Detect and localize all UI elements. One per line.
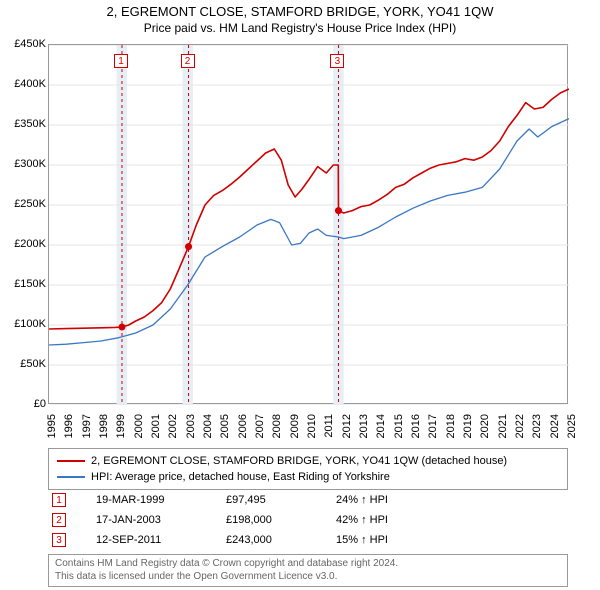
x-tick-label: 2022 [514, 414, 526, 450]
x-tick-label: 2000 [133, 414, 145, 450]
chart-title: 2, EGREMONT CLOSE, STAMFORD BRIDGE, YORK… [0, 4, 600, 19]
x-tick-label: 2018 [445, 414, 457, 450]
event-marker-box: 3 [330, 54, 344, 68]
y-tick-label: £150K [2, 278, 46, 290]
events-table: 1 19-MAR-1999£97,49524% ↑ HPI 2 17-JAN-2003… [48, 490, 568, 550]
footer: Contains HM Land Registry data © Crown c… [48, 554, 568, 587]
event-date: 12-SEP-2011 [96, 534, 226, 546]
event-row: 1 19-MAR-1999£97,49524% ↑ HPI [48, 490, 568, 510]
x-tick-label: 2007 [254, 414, 266, 450]
y-tick-label: £450K [2, 38, 46, 50]
y-tick-label: £200K [2, 238, 46, 250]
legend-item: 2, EGREMONT CLOSE, STAMFORD BRIDGE, YORK… [57, 453, 559, 469]
x-tick-label: 2019 [462, 414, 474, 450]
y-tick-label: £250K [2, 198, 46, 210]
event-pct: 24% ↑ HPI [336, 494, 456, 506]
x-tick-label: 1995 [46, 414, 58, 450]
y-tick-label: £100K [2, 318, 46, 330]
x-tick-label: 2025 [566, 414, 578, 450]
footer-line: This data is licensed under the Open Gov… [55, 571, 561, 584]
event-marker-box: 1 [52, 493, 66, 507]
event-marker-box: 3 [52, 533, 66, 547]
y-tick-label: £400K [2, 78, 46, 90]
x-tick-label: 2013 [358, 414, 370, 450]
x-tick-label: 1996 [63, 414, 75, 450]
x-tick-label: 2001 [150, 414, 162, 450]
chart-svg [49, 45, 569, 405]
x-tick-label: 2003 [185, 414, 197, 450]
event-marker-box: 2 [181, 54, 195, 68]
x-tick-label: 1997 [81, 414, 93, 450]
x-tick-label: 2010 [306, 414, 318, 450]
y-tick-label: £300K [2, 158, 46, 170]
x-tick-label: 2024 [549, 414, 561, 450]
event-price: £198,000 [226, 514, 336, 526]
event-date: 17-JAN-2003 [96, 514, 226, 526]
x-tick-label: 2011 [323, 414, 335, 450]
event-row: 3 12-SEP-2011£243,00015% ↑ HPI [48, 530, 568, 550]
event-marker-box: 2 [52, 513, 66, 527]
footer-line: Contains HM Land Registry data © Crown c… [55, 558, 561, 571]
x-tick-label: 2005 [219, 414, 231, 450]
event-marker-box: 1 [114, 54, 128, 68]
legend-swatch [57, 460, 85, 462]
x-tick-label: 2012 [341, 414, 353, 450]
title-block: 2, EGREMONT CLOSE, STAMFORD BRIDGE, YORK… [0, 0, 600, 35]
legend: 2, EGREMONT CLOSE, STAMFORD BRIDGE, YORK… [48, 448, 568, 490]
x-tick-label: 2016 [410, 414, 422, 450]
event-price: £243,000 [226, 534, 336, 546]
x-tick-label: 2023 [531, 414, 543, 450]
x-tick-label: 2008 [271, 414, 283, 450]
legend-swatch [57, 476, 85, 478]
y-tick-label: £350K [2, 118, 46, 130]
x-tick-label: 2002 [167, 414, 179, 450]
event-pct: 42% ↑ HPI [336, 514, 456, 526]
event-price: £97,495 [226, 494, 336, 506]
legend-item: HPI: Average price, detached house, East… [57, 469, 559, 485]
legend-label: HPI: Average price, detached house, East… [91, 471, 390, 483]
x-tick-label: 2009 [289, 414, 301, 450]
chart-container: 2, EGREMONT CLOSE, STAMFORD BRIDGE, YORK… [0, 0, 600, 590]
event-row: 2 17-JAN-2003£198,00042% ↑ HPI [48, 510, 568, 530]
x-tick-label: 2021 [497, 414, 509, 450]
event-pct: 15% ↑ HPI [336, 534, 456, 546]
x-tick-label: 2006 [237, 414, 249, 450]
x-tick-label: 2020 [479, 414, 491, 450]
y-tick-label: £0 [2, 398, 46, 410]
x-tick-label: 2015 [393, 414, 405, 450]
x-tick-label: 2017 [427, 414, 439, 450]
x-tick-label: 1998 [98, 414, 110, 450]
x-tick-label: 2004 [202, 414, 214, 450]
y-tick-label: £50K [2, 358, 46, 370]
plot-area [48, 44, 568, 404]
x-tick-label: 2014 [375, 414, 387, 450]
x-tick-label: 1999 [115, 414, 127, 450]
chart-subtitle: Price paid vs. HM Land Registry's House … [0, 19, 600, 35]
event-date: 19-MAR-1999 [96, 494, 226, 506]
legend-label: 2, EGREMONT CLOSE, STAMFORD BRIDGE, YORK… [91, 455, 507, 467]
